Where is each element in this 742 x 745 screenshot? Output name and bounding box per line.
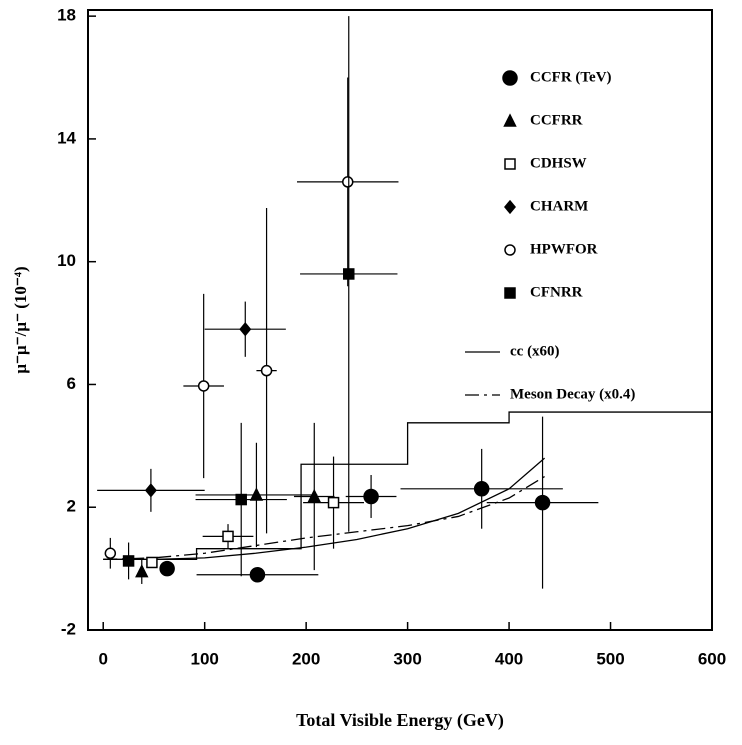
legend-label: CCFR (TeV): [530, 69, 612, 85]
x-tick-label: 200: [292, 649, 320, 668]
y-tick-label: 2: [67, 497, 76, 516]
x-tick-label: 400: [495, 649, 523, 668]
model-line: [103, 475, 545, 561]
data-point: [159, 560, 175, 577]
data-point: [239, 322, 252, 337]
x-tick-label: 600: [698, 649, 726, 668]
legend-label: CFNRR: [530, 284, 583, 300]
x-tick-label: 0: [98, 649, 107, 668]
model-line: [103, 457, 546, 561]
y-tick-label: 18: [57, 6, 76, 25]
x-tick-label: 100: [190, 649, 218, 668]
data-point: [144, 483, 157, 498]
data-point: [104, 547, 117, 560]
legend-marker: [504, 287, 516, 299]
legend-label: HPWFOR: [530, 241, 598, 257]
y-tick-label: 10: [57, 251, 76, 270]
legend-label: CDHSW: [530, 155, 587, 171]
legend-marker: [502, 70, 518, 86]
x-axis-label: Total Visible Energy (GeV): [296, 710, 504, 731]
data-point: [343, 268, 355, 280]
legend-marker: [503, 113, 517, 127]
data-point: [341, 176, 354, 188]
plot-frame: [87, 9, 713, 631]
data-point: [363, 488, 379, 505]
legend-marker: [504, 158, 516, 170]
legend-marker: [504, 199, 516, 215]
x-tick-label: 500: [596, 649, 624, 668]
legend-label: Meson Decay (x0.4): [510, 386, 635, 402]
legend-label: CHARM: [530, 198, 588, 214]
data-point: [249, 567, 266, 583]
data-point: [146, 556, 158, 569]
data-point: [307, 488, 321, 503]
data-point: [122, 555, 135, 567]
data-point: [534, 494, 551, 511]
legend-label: cc (x60): [510, 343, 560, 359]
y-tick-label: 14: [57, 128, 76, 147]
y-axis-label: μ⁻μ⁻/μ⁻ (10⁻⁴): [11, 266, 30, 373]
x-tick-label: 300: [393, 649, 421, 668]
data-point: [235, 493, 247, 506]
data-point: [222, 530, 234, 543]
data-point: [135, 564, 149, 578]
data-point: [260, 364, 273, 377]
data-point: [327, 496, 340, 509]
legend-label: CCFRR: [530, 112, 583, 128]
model-line: [103, 411, 712, 561]
data-point: [197, 380, 210, 392]
legend-marker: [504, 244, 516, 256]
y-tick-label: 6: [67, 374, 76, 393]
data-point: [473, 481, 490, 497]
y-tick-label: -2: [61, 619, 76, 638]
